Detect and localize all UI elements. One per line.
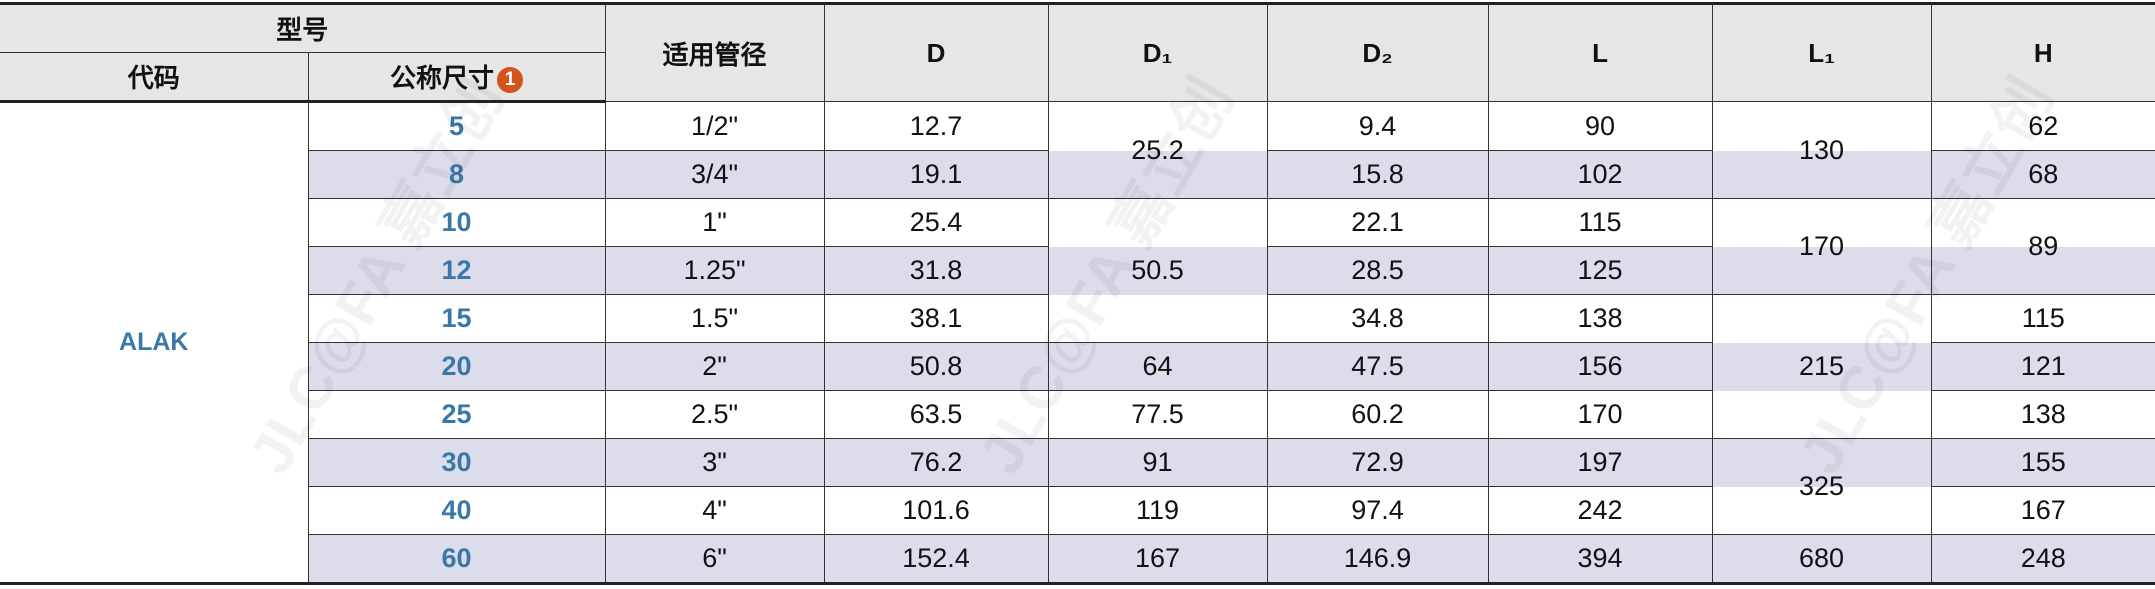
header-code: 代码 <box>0 52 309 103</box>
size-cell: 25 <box>307 390 606 439</box>
L-cell: 125 <box>1487 246 1713 295</box>
H-cell: 62 <box>1930 101 2155 151</box>
L-cell: 394 <box>1487 534 1713 584</box>
D2-cell: 47.5 <box>1266 342 1489 391</box>
H-cell: 121 <box>1930 342 2155 391</box>
D2-cell: 15.8 <box>1266 150 1489 199</box>
L-cell: 156 <box>1487 342 1713 391</box>
size-cell: 30 <box>307 438 606 487</box>
size-cell: 20 <box>307 342 606 391</box>
table-row: 40 4" 101.6 119 97.4 242 167 <box>0 486 2155 535</box>
L-cell: 115 <box>1487 198 1713 247</box>
table-row: 10 1" 25.4 50.5 22.1 115 170 89 <box>0 198 2155 343</box>
L1-cell: 325 <box>1711 438 1932 535</box>
header-D1: D₁ <box>1047 3 1268 102</box>
D1-cell: 50.5 <box>1047 198 1268 343</box>
D1-cell: 119 <box>1047 486 1268 535</box>
size-cell: 12 <box>307 246 606 295</box>
H-cell: 155 <box>1930 438 2155 487</box>
pipe-cell: 6" <box>604 534 825 584</box>
header-nominal-size-label: 公称尺寸 <box>390 63 495 93</box>
D1-cell: 167 <box>1047 534 1268 584</box>
L-cell: 197 <box>1487 438 1713 487</box>
L1-cell: 130 <box>1711 101 1932 199</box>
pipe-cell: 3" <box>604 438 825 487</box>
table-row: 20 2" 50.8 64 47.5 156 121 <box>0 342 2155 391</box>
table-row: 12 1.25" 31.8 28.5 125 <box>0 246 2155 295</box>
pipe-cell: 1" <box>604 198 825 247</box>
D2-cell: 28.5 <box>1266 246 1489 295</box>
D-cell: 12.7 <box>823 101 1049 151</box>
D2-cell: 146.9 <box>1266 534 1489 584</box>
header-L1: L₁ <box>1711 3 1932 102</box>
D1-cell: 77.5 <box>1047 390 1268 439</box>
D2-cell: 60.2 <box>1266 390 1489 439</box>
size-cell: 40 <box>307 486 606 535</box>
note-badge: 1 <box>497 67 524 93</box>
D-cell: 38.1 <box>823 294 1049 343</box>
L-cell: 90 <box>1487 101 1713 151</box>
pipe-cell: 1/2" <box>604 101 825 151</box>
header-row-1: 型号 适用管径 D D₁ D₂ L L₁ H <box>0 3 2155 102</box>
header-pipe: 适用管径 <box>604 3 825 102</box>
L1-cell: 680 <box>1711 534 1932 584</box>
D-cell: 31.8 <box>823 246 1049 295</box>
H-cell: 167 <box>1930 486 2155 535</box>
H-cell: 68 <box>1930 150 2155 199</box>
L1-cell: 215 <box>1711 294 1932 439</box>
L-cell: 170 <box>1487 390 1713 439</box>
L1-cell: 170 <box>1711 198 1932 295</box>
pipe-cell: 2" <box>604 342 825 391</box>
table-row: ALAK 5 1/2" 12.7 25.2 9.4 90 130 62 <box>0 101 2155 584</box>
header-D: D <box>823 3 1049 102</box>
code-cell: ALAK <box>0 101 309 584</box>
table-row: 8 3/4" 19.1 15.8 102 68 <box>0 150 2155 199</box>
size-cell: 5 <box>307 101 606 151</box>
header-row-2: 代码 公称尺寸 1 <box>0 52 2155 103</box>
table-row: 25 2.5" 63.5 77.5 60.2 170 138 <box>0 390 2155 439</box>
header-nominal-size: 公称尺寸 1 <box>307 52 606 103</box>
D2-cell: 97.4 <box>1266 486 1489 535</box>
pipe-cell: 3/4" <box>604 150 825 199</box>
L-cell: 242 <box>1487 486 1713 535</box>
header-model: 型号 <box>0 3 606 53</box>
H-cell: 138 <box>1930 390 2155 439</box>
D2-cell: 72.9 <box>1266 438 1489 487</box>
D-cell: 19.1 <box>823 150 1049 199</box>
pipe-cell: 1.25" <box>604 246 825 295</box>
D-cell: 50.8 <box>823 342 1049 391</box>
D-cell: 25.4 <box>823 198 1049 247</box>
D1-cell: 25.2 <box>1047 101 1268 199</box>
table-row: 15 1.5" 38.1 34.8 138 215 115 <box>0 294 2155 439</box>
table-row: 30 3" 76.2 91 72.9 197 325 155 <box>0 438 2155 535</box>
size-cell: 10 <box>307 198 606 247</box>
D-cell: 101.6 <box>823 486 1049 535</box>
pipe-cell: 2.5" <box>604 390 825 439</box>
H-cell: 248 <box>1930 534 2155 584</box>
header-L: L <box>1487 3 1713 102</box>
D-cell: 63.5 <box>823 390 1049 439</box>
pipe-cell: 1.5" <box>604 294 825 343</box>
size-cell: 8 <box>307 150 606 199</box>
D-cell: 152.4 <box>823 534 1049 584</box>
D1-cell: 64 <box>1047 342 1268 391</box>
size-cell: 15 <box>307 294 606 343</box>
D2-cell: 9.4 <box>1266 101 1489 151</box>
L-cell: 102 <box>1487 150 1713 199</box>
D1-cell: 91 <box>1047 438 1268 487</box>
D2-cell: 34.8 <box>1266 294 1489 343</box>
L-cell: 138 <box>1487 294 1713 343</box>
size-cell: 60 <box>307 534 606 584</box>
D2-cell: 22.1 <box>1266 198 1489 247</box>
pipe-cell: 4" <box>604 486 825 535</box>
header-D2: D₂ <box>1266 3 1489 102</box>
H-cell: 89 <box>1930 198 2155 295</box>
header-H: H <box>1930 3 2155 102</box>
table-row: 60 6" 152.4 167 146.9 394 680 248 <box>0 534 2155 584</box>
H-cell: 115 <box>1930 294 2155 343</box>
D-cell: 76.2 <box>823 438 1049 487</box>
